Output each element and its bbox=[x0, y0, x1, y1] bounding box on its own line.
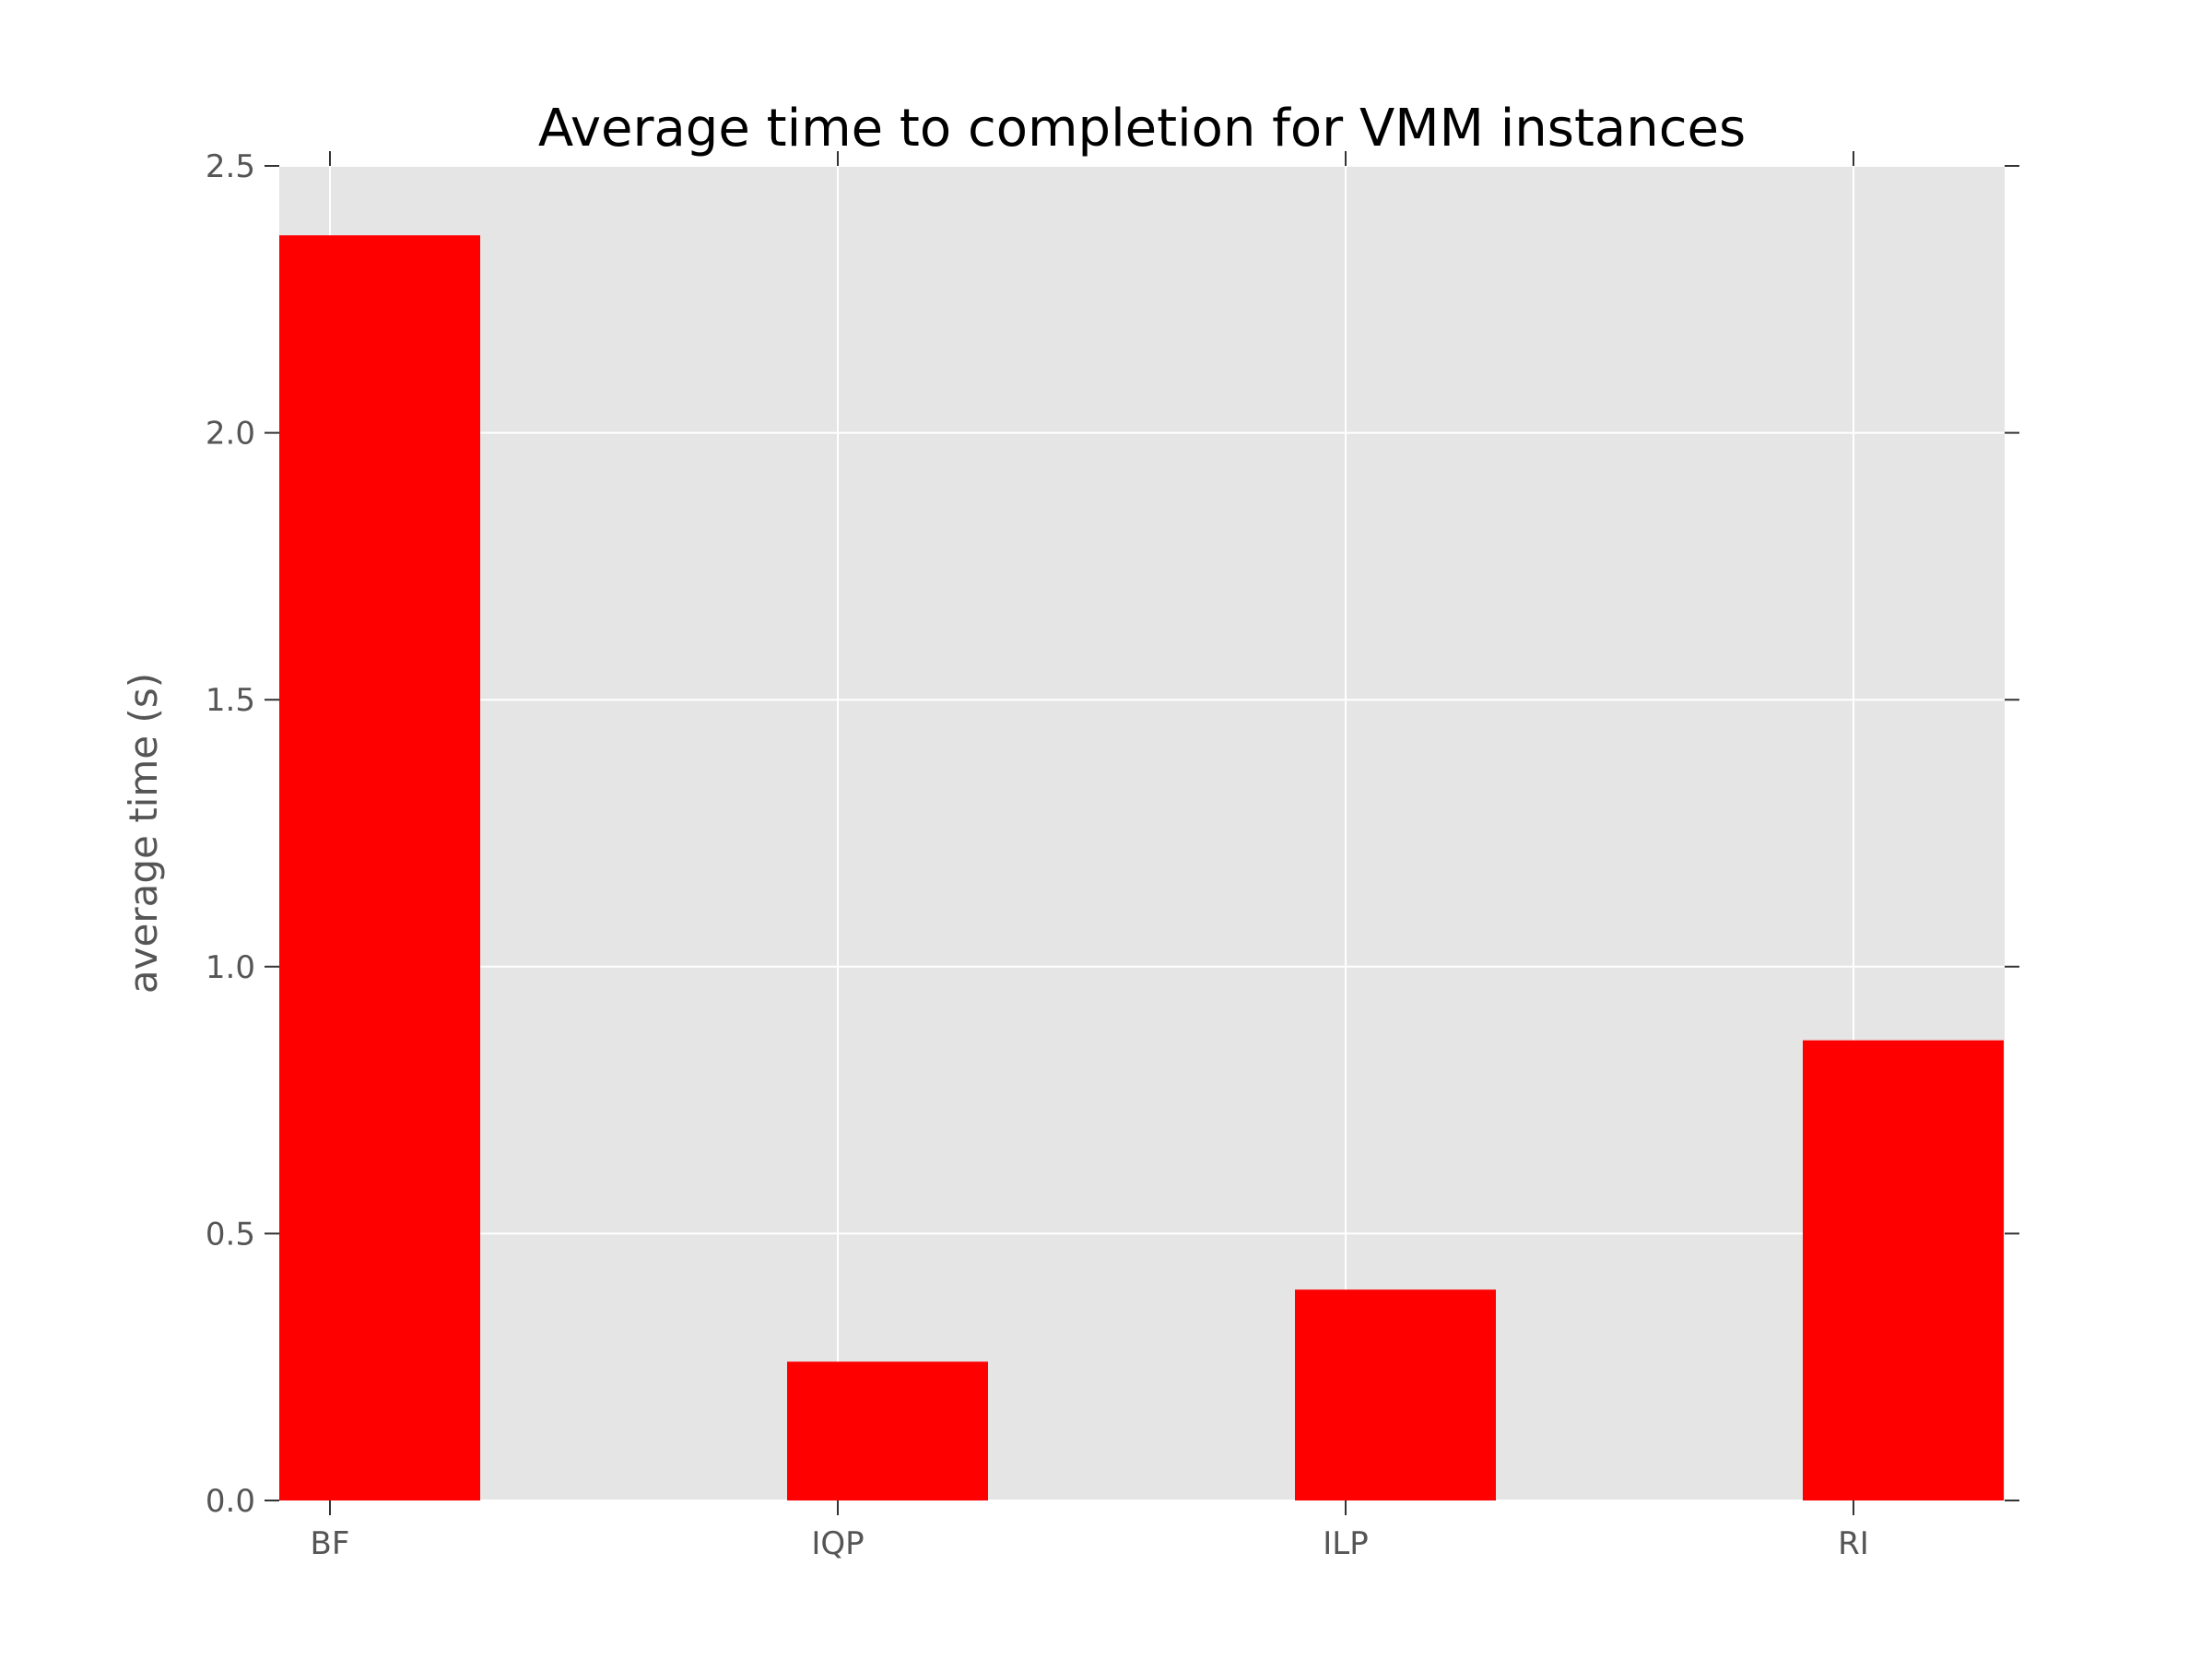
y-tick-label: 2.5 bbox=[206, 148, 255, 185]
x-tick-label: BF bbox=[311, 1525, 350, 1562]
y-tick-label: 2.0 bbox=[206, 416, 255, 453]
x-tick-labels: BF IQP ILP RI bbox=[311, 1525, 1869, 1562]
x-tick-label: RI bbox=[1838, 1525, 1869, 1562]
x-tick-label: ILP bbox=[1323, 1525, 1368, 1562]
y-tick-label: 0.5 bbox=[206, 1216, 255, 1253]
axis-ticks bbox=[265, 151, 2019, 1515]
bar-ri bbox=[1803, 1040, 2004, 1500]
bar-iqp bbox=[787, 1361, 988, 1500]
y-tick-label: 0.0 bbox=[206, 1483, 255, 1520]
y-axis-label: average time (s) bbox=[121, 673, 166, 994]
bar-bf bbox=[279, 235, 480, 1500]
chart-title: Average time to completion for VMM insta… bbox=[538, 99, 1746, 159]
bar-ilp bbox=[1295, 1289, 1496, 1500]
y-tick-labels: 0.0 0.5 1.0 1.5 2.0 2.5 bbox=[206, 148, 255, 1520]
plot-area bbox=[279, 166, 2005, 1500]
bars bbox=[279, 235, 2004, 1500]
y-tick-label: 1.5 bbox=[206, 682, 255, 719]
x-tick-label: IQP bbox=[811, 1525, 864, 1562]
y-tick-label: 1.0 bbox=[206, 949, 255, 986]
